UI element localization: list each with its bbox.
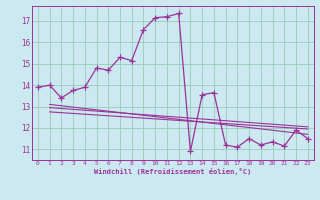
X-axis label: Windchill (Refroidissement éolien,°C): Windchill (Refroidissement éolien,°C) <box>94 168 252 175</box>
